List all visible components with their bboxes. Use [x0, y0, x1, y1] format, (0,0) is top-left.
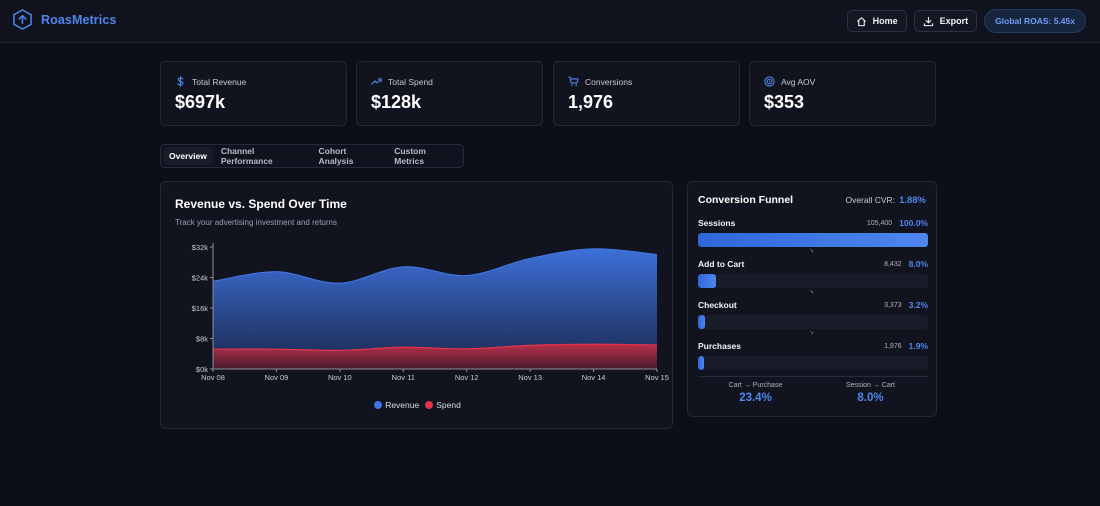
- stage-bar-fill: [698, 315, 706, 329]
- export-button[interactable]: Export: [913, 10, 978, 32]
- export-label: Export: [939, 16, 969, 26]
- kpi-value: $353: [764, 92, 805, 112]
- cart-icon: [568, 76, 579, 86]
- logo-icon: [13, 9, 32, 30]
- x-tick-label: Nov 10: [328, 373, 352, 382]
- stage-bar-track: [698, 315, 928, 329]
- kpi-value: $697k: [175, 92, 226, 112]
- kpi-label: Avg AOV: [781, 76, 816, 87]
- funnel-divider: [698, 376, 928, 377]
- tab-cohort-analysis[interactable]: Cohort Analysis: [318, 146, 354, 166]
- kpi-label: Total Spend: [388, 76, 433, 87]
- stage-name: Checkout: [698, 300, 737, 310]
- chart-subtitle: Track your advertising investment and re…: [175, 218, 337, 227]
- tab-overview[interactable]: Overview: [163, 147, 213, 165]
- overall-cvr-label: Overall CVR:: [845, 195, 896, 205]
- x-tick-label: Nov 14: [582, 373, 606, 382]
- trending-up-icon: [371, 78, 382, 85]
- funnel-stage-purchases: Purchases 1,976 1.9%: [698, 340, 928, 370]
- app-name: RoasMetrics: [41, 12, 117, 27]
- kpi-value: 1,976: [568, 92, 614, 112]
- summary-value: 23.4%: [739, 392, 772, 404]
- legend-item-spend[interactable]: Spend: [425, 400, 461, 410]
- conversion-funnel-card: Conversion Funnel Overall CVR: 1.88% Ses…: [687, 181, 937, 417]
- stage-count: 3,373: [884, 301, 902, 309]
- stage-bar-track: [698, 356, 928, 370]
- stage-count: 1,976: [884, 342, 902, 350]
- funnel-arrow-icon: ↘: [809, 330, 815, 336]
- funnel-arrow-icon: ↘: [809, 248, 815, 254]
- kpi-card-avg-aov: Avg AOV $353: [749, 61, 936, 126]
- stage-name: Purchases: [698, 341, 741, 351]
- stage-name: Sessions: [698, 218, 736, 228]
- stage-bar-fill: [698, 356, 704, 370]
- revenue-spend-chart-card: $0k $8k $16k $24k $32k Nov 08 Nov 09 Nov 10 Nov …: [160, 181, 673, 429]
- tab-channel-performance[interactable]: Channel Performance: [220, 146, 273, 166]
- x-tick-label: Nov 15: [645, 373, 669, 382]
- chart-legend: Revenue Spend: [161, 400, 674, 410]
- home-label: Home: [872, 16, 898, 26]
- y-tick-label: $0k: [196, 365, 208, 374]
- legend-dot: [374, 401, 383, 409]
- stage-count: 105,400: [866, 219, 893, 227]
- stage-bar-fill: [698, 233, 928, 247]
- funnel-stage-checkout: Checkout 3,373 3.2%: [698, 299, 928, 329]
- overall-cvr: Overall CVR: 1.88%: [845, 195, 926, 206]
- x-tick-label: Nov 08: [201, 373, 225, 382]
- kpi-label: Total Revenue: [192, 76, 247, 87]
- download-icon: [923, 16, 933, 26]
- y-tick-label: $16k: [192, 304, 209, 313]
- stage-percent: 3.2%: [908, 300, 928, 310]
- x-tick-label: Nov 13: [518, 373, 542, 382]
- stage-bar-fill: [698, 274, 717, 288]
- top-bar: RoasMetrics Home Export Global ROAS: 5.4…: [0, 0, 1100, 43]
- summary-session-to-cart: Session → Cart 8.0%: [813, 382, 928, 404]
- global-roas-badge: Global ROAS: 5.45x: [984, 9, 1086, 33]
- summary-label: Cart → Purchase: [728, 382, 783, 389]
- stage-percent: 100.0%: [899, 218, 928, 228]
- stage-percent: 1.9%: [908, 341, 928, 351]
- kpi-label: Conversions: [585, 76, 633, 87]
- overall-cvr-value: 1.88%: [899, 195, 926, 206]
- kpi-card-total-spend: Total Spend $128k: [356, 61, 543, 126]
- stage-bar-track: [698, 233, 928, 247]
- kpi-card-total-revenue: Total Revenue $697k: [160, 61, 347, 126]
- y-tick-label: $24k: [192, 274, 209, 283]
- revenue-spend-chart: $0k $8k $16k $24k $32k Nov 08 Nov 09 Nov 10 Nov …: [192, 243, 669, 382]
- funnel-stage-add-to-cart: Add to Cart 8,432 8.0%: [698, 258, 928, 288]
- funnel-arrow-icon: ↘: [809, 289, 815, 295]
- home-button[interactable]: Home: [846, 10, 907, 32]
- y-tick-label: $8k: [196, 335, 208, 344]
- summary-value: 8.0%: [857, 392, 884, 404]
- legend-label: Revenue: [385, 400, 420, 410]
- kpi-value: $128k: [371, 92, 422, 112]
- summary-cart-to-purchase: Cart → Purchase 23.4%: [698, 382, 813, 404]
- y-tick-label: $32k: [192, 243, 209, 252]
- home-icon: [856, 16, 866, 26]
- dollar-icon: [177, 76, 184, 87]
- summary-label: Session → Cart: [845, 382, 896, 389]
- stage-name: Add to Cart: [698, 259, 745, 269]
- series-line-spend: [212, 343, 658, 351]
- x-tick-label: Nov 12: [455, 373, 479, 382]
- tab-custom-metrics[interactable]: Custom Metrics: [394, 146, 426, 166]
- legend-label: Spend: [436, 400, 461, 410]
- legend-item-revenue[interactable]: Revenue: [374, 400, 419, 410]
- target-icon: [764, 76, 775, 87]
- brand[interactable]: RoasMetrics: [13, 9, 116, 30]
- chart-title: Revenue vs. Spend Over Time: [175, 197, 347, 211]
- x-tick-label: Nov 09: [265, 373, 289, 382]
- legend-dot: [425, 401, 434, 409]
- funnel-stage-sessions: Sessions 105,400 100.0%: [698, 217, 928, 247]
- stage-percent: 8.0%: [908, 259, 928, 269]
- stage-bar-track: [698, 274, 928, 288]
- x-tick-label: Nov 11: [392, 373, 415, 382]
- tab-bar: Overview Channel Performance Cohort Anal…: [160, 144, 464, 168]
- funnel-title: Conversion Funnel: [698, 194, 794, 206]
- series-area-revenue: [213, 248, 657, 369]
- series-line-revenue: [212, 248, 658, 284]
- stage-count: 8,432: [884, 260, 902, 268]
- kpi-card-conversions: Conversions 1,976: [553, 61, 740, 126]
